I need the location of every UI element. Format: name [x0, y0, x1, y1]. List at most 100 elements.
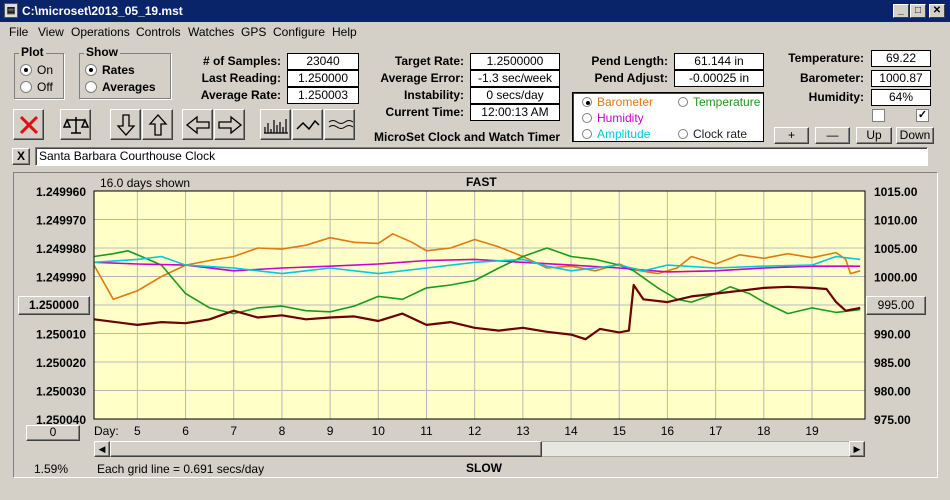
sensor-select-box	[572, 92, 764, 142]
slow-label: SLOW	[466, 461, 502, 475]
plot-on-radio[interactable]: On	[20, 63, 53, 77]
radio-dot	[678, 129, 688, 139]
app-icon[interactable]: ▤	[4, 3, 18, 18]
day-tick-label: 16	[661, 424, 675, 438]
sensor-clockrate-radio[interactable]: Clock rate	[678, 127, 747, 141]
menu-operations[interactable]: Operations	[71, 25, 130, 39]
radio-label: Amplitude	[597, 127, 651, 141]
humidity-field: 64%	[871, 89, 931, 106]
checkbox-right[interactable]: ✓	[916, 109, 929, 122]
fast-label: FAST	[466, 175, 497, 189]
radio-dot	[678, 97, 688, 107]
day-tick-label: 7	[230, 424, 237, 438]
plot-off-radio[interactable]: Off	[20, 80, 53, 94]
days-shown-label: 16.0 days shown	[100, 176, 191, 190]
wave-icon	[328, 119, 353, 129]
histogram-button[interactable]	[260, 109, 291, 140]
samples-label: # of Samples:	[202, 54, 281, 68]
zero-button[interactable]: 0	[26, 425, 80, 441]
day-tick-label: 5	[134, 424, 141, 438]
up-button[interactable]: Up	[856, 127, 892, 144]
radio-dot	[85, 81, 97, 93]
current-time-field: 12:00:13 AM	[470, 104, 560, 121]
clear-watch-button[interactable]: X	[12, 148, 30, 165]
radio-dot	[20, 64, 32, 76]
menu-bar: File View Operations Controls Watches GP…	[0, 22, 950, 42]
watch-name-field[interactable]: Santa Barbara Courthouse Clock	[35, 147, 928, 166]
sensor-amplitude-radio[interactable]: Amplitude	[582, 127, 650, 141]
line-graph-button[interactable]	[292, 109, 323, 140]
series-line-amplitude	[93, 255, 861, 275]
maximize-button[interactable]: □	[910, 4, 926, 18]
right-marker-button[interactable]: 995.00	[866, 296, 926, 315]
temperature-label: Temperature:	[788, 51, 864, 65]
right-axis-tick-label: 1010.00	[874, 214, 918, 228]
target-rate-field[interactable]: 1.2500000	[470, 53, 560, 70]
left-axis-tick-label: 1.250010	[36, 328, 86, 342]
minimize-button[interactable]: _	[893, 4, 909, 18]
show-group	[79, 53, 171, 99]
pend-length-field[interactable]: 61.144 in	[674, 53, 764, 70]
left-marker-button[interactable]: 1.250000	[18, 296, 90, 315]
instability-label: Instability:	[403, 88, 464, 102]
radio-label: Averages	[102, 80, 156, 94]
app-title-label: MicroSet Clock and Watch Timer	[374, 130, 561, 144]
radio-label: Rates	[102, 63, 135, 77]
day-tick-label: 17	[709, 424, 723, 438]
plot-border	[93, 190, 866, 420]
barometer-label: Barometer:	[799, 71, 864, 85]
show-rates-radio[interactable]: Rates	[85, 63, 135, 77]
sensor-barometer-radio[interactable]: Barometer	[582, 95, 653, 109]
checkbox-left[interactable]	[872, 109, 885, 122]
radio-dot	[582, 97, 592, 107]
menu-watches[interactable]: Watches	[188, 25, 235, 39]
radio-label: Off	[37, 80, 53, 94]
left-axis-tick-label: 1.249970	[36, 214, 86, 228]
radio-dot	[582, 113, 592, 123]
menu-view[interactable]: View	[38, 25, 64, 39]
sensor-temperature-radio[interactable]: Temperature	[678, 95, 760, 109]
right-arrow-button[interactable]	[214, 109, 245, 140]
sensor-humidity-radio[interactable]: Humidity	[582, 111, 644, 125]
right-axis-tick-label: 1000.00	[874, 271, 918, 285]
menu-file[interactable]: File	[9, 25, 29, 39]
radio-dot	[85, 64, 97, 76]
down-arrow-button[interactable]	[110, 109, 141, 140]
minus-button[interactable]: —	[815, 127, 850, 144]
close-window-button[interactable]: ✕	[929, 4, 945, 18]
stop-button[interactable]	[13, 109, 44, 140]
radio-label: On	[37, 63, 54, 77]
right-axis-tick-label: 980.00	[874, 385, 911, 399]
left-arrow-button[interactable]	[182, 109, 213, 140]
plus-button[interactable]: +	[774, 127, 809, 144]
day-tick-label: 13	[516, 424, 530, 438]
average-error-label: Average Error:	[380, 71, 464, 85]
show-averages-radio[interactable]: Averages	[85, 80, 156, 94]
left-axis-tick-label: 1.249980	[36, 242, 86, 256]
menu-help[interactable]: Help	[332, 25, 357, 39]
left-axis-tick-label: 1.249990	[36, 271, 86, 285]
menu-gps[interactable]: GPS	[241, 25, 267, 39]
menu-configure[interactable]: Configure	[273, 25, 326, 39]
right-axis-tick-label: 1015.00	[874, 185, 918, 199]
show-group-title: Show	[84, 45, 120, 59]
down-button[interactable]: Down	[896, 127, 934, 144]
balance-button[interactable]	[60, 109, 91, 140]
day-tick-label: 18	[757, 424, 771, 438]
menu-controls[interactable]: Controls	[136, 25, 181, 39]
scroll-left-button[interactable]: ◀	[94, 441, 110, 457]
day-label: Day:	[94, 424, 119, 438]
average-rate-label: Average Rate:	[200, 88, 281, 102]
scroll-thumb[interactable]	[110, 441, 542, 457]
line-graph-icon	[295, 119, 320, 130]
radio-label: Clock rate	[693, 127, 748, 141]
series-line-clock-rate	[93, 283, 861, 341]
scroll-right-button[interactable]: ▶	[849, 441, 865, 457]
histogram-icon	[263, 118, 288, 134]
wave-button[interactable]	[324, 109, 355, 140]
left-axis-tick-label: 1.250040	[36, 413, 86, 427]
day-tick-label: 19	[805, 424, 819, 438]
up-arrow-button[interactable]	[142, 109, 173, 140]
balance-scale-icon	[62, 116, 89, 134]
day-tick-label: 8	[279, 424, 286, 438]
